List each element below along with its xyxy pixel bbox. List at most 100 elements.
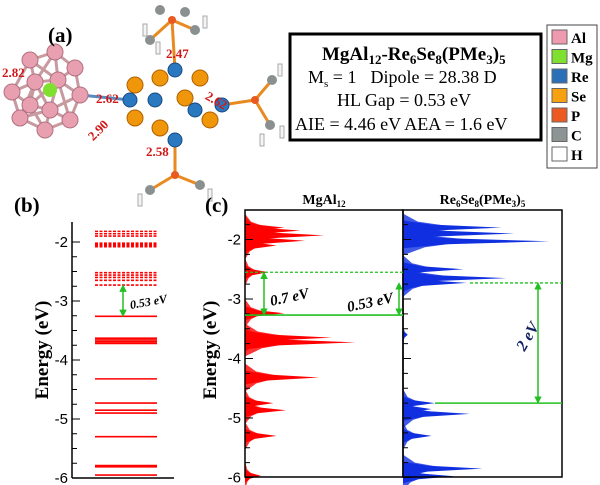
magnesium-atom — [43, 83, 57, 97]
legend-swatch — [551, 68, 568, 84]
phosphorus-atom — [171, 171, 179, 179]
aluminum-atom — [36, 121, 54, 139]
hydrogen-atom — [137, 193, 143, 207]
rhenium-atom — [122, 92, 138, 108]
dos-peak-tail — [403, 399, 437, 428]
dos-peak-tail — [245, 396, 266, 425]
selenium-atom — [151, 119, 169, 137]
dos-plot: Energy (eV) -2 -3 -4 -5 -6 MgAl12 Re6Se8(PMe3)5… — [200, 193, 563, 485]
legend-label: C — [571, 129, 582, 145]
aluminum-atom — [41, 101, 59, 119]
selenium-atom — [176, 89, 194, 107]
ligand-bond — [170, 19, 177, 71]
selenium-atom — [191, 69, 209, 87]
gap-label-mgal12: 0.7 eV — [269, 286, 313, 310]
rhenium-atom — [187, 102, 203, 118]
aluminum-atom — [66, 59, 84, 77]
y-tick-label: -2 — [228, 232, 241, 249]
panel-label-a: (a) — [48, 23, 73, 47]
bond-label: 2.90 — [85, 117, 112, 144]
aluminum-atom — [21, 51, 39, 69]
y-tick-label: -5 — [228, 410, 241, 427]
info-title: MgAl12-Re6Se8(PMe3)5 — [322, 44, 506, 67]
info-ms-dipole: Ms = 1 Dipole = 28.38 D — [308, 67, 497, 90]
gap-label: 0.53 eV — [129, 291, 169, 311]
dos-peak-tail — [245, 231, 261, 260]
aluminum-atom — [49, 71, 67, 89]
aluminum-atom — [46, 43, 64, 61]
dos-peak-tail — [403, 462, 429, 485]
legend-label: Mg — [571, 51, 593, 67]
bond-label: 2.58 — [146, 144, 169, 159]
legend-swatch — [551, 29, 568, 45]
selenium-atom — [151, 69, 169, 87]
series-title: MgAl12 — [302, 193, 346, 209]
phosphorus-atom — [251, 96, 259, 104]
selenium-atom — [126, 76, 144, 94]
y-axis-label: Energy (eV) — [32, 301, 53, 400]
dos-series-1: Re6Se8(PMe3)5 — [402, 193, 563, 485]
rhenium-atom — [167, 132, 183, 148]
dos-peak-tail — [245, 328, 301, 357]
legend-swatch — [551, 127, 568, 142]
gap-label-composite: 0.53 eV — [346, 290, 397, 316]
dos-peak-tail — [403, 421, 418, 450]
dos-peak-tail — [245, 461, 253, 485]
y-tick-label: -5 — [55, 411, 68, 428]
y-tick-label: -3 — [55, 293, 68, 310]
hydrogen-atom — [277, 63, 283, 77]
dos-peak-tail — [245, 363, 283, 392]
carbon-atom — [145, 185, 155, 195]
selenium-atom — [126, 109, 144, 127]
panel-label-c: (c) — [205, 193, 228, 217]
series-title: Re6Se8(PMe3)5 — [440, 193, 526, 209]
aluminum-atom — [61, 111, 79, 129]
dos-peak-tail — [403, 268, 435, 297]
legend-swatch — [551, 88, 568, 103]
hydrogen-atom — [155, 41, 161, 55]
plot-frame — [402, 209, 563, 478]
rhenium-atom — [147, 92, 163, 108]
y-tick-label: -3 — [228, 291, 241, 308]
legend-label: H — [571, 148, 583, 164]
dos-peak-tail — [245, 299, 265, 328]
dos-peak-tail — [403, 227, 477, 256]
info-box: MgAl12-Re6Se8(PMe3)5 Ms = 1 Dipole = 28.3… — [288, 32, 543, 142]
carbon-atom — [155, 5, 165, 15]
y-tick-label: -2 — [55, 234, 68, 251]
dos-series-0: MgAl12 — [244, 193, 404, 485]
carbon-atom — [145, 35, 155, 45]
aluminum-atom — [71, 86, 89, 104]
aluminum-atom — [3, 83, 21, 101]
y-axis-label: Energy (eV) — [200, 301, 221, 400]
info-aie-aea: AIE = 4.46 eV AEA = 1.6 eV — [295, 114, 507, 134]
carbon-atom — [180, 7, 190, 17]
molecular-structure — [3, 5, 285, 207]
hydrogen-atom — [207, 188, 213, 202]
bond-label: 2.47 — [166, 46, 189, 61]
legend-label: P — [571, 109, 580, 125]
rhenium-atom — [214, 97, 230, 113]
carbon-atom — [190, 25, 200, 35]
carbon-atom — [195, 180, 205, 190]
carbon-atom — [267, 75, 277, 85]
legend-label: Al — [571, 31, 586, 47]
rhenium-atom — [167, 62, 183, 78]
aluminum-atom — [11, 109, 29, 127]
legend-label: Se — [571, 90, 586, 106]
aluminum-atom — [26, 73, 44, 91]
energy-level-diagram: -2 -3 -4 -5 -6 Energy (eV) 0.53 eV — [32, 222, 174, 485]
legend-swatch — [551, 49, 568, 64]
y-tick-label: -4 — [228, 351, 241, 368]
gap-label-re6se8: 2 eV — [513, 318, 544, 354]
bond-label: 2.82 — [2, 65, 25, 80]
info-hl-gap: HL Gap = 0.53 eV — [337, 90, 471, 110]
phosphorus-atom — [168, 16, 176, 24]
legend-swatch — [551, 107, 568, 123]
y-tick-label: -6 — [55, 470, 68, 485]
legend: Al Mg Re Se PCH — [546, 24, 598, 169]
selenium-atom — [201, 111, 219, 129]
legend-swatch — [551, 146, 568, 162]
